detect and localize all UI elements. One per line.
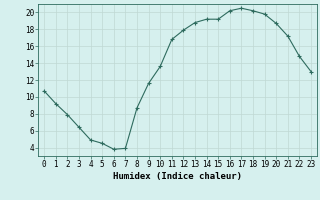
X-axis label: Humidex (Indice chaleur): Humidex (Indice chaleur) <box>113 172 242 181</box>
